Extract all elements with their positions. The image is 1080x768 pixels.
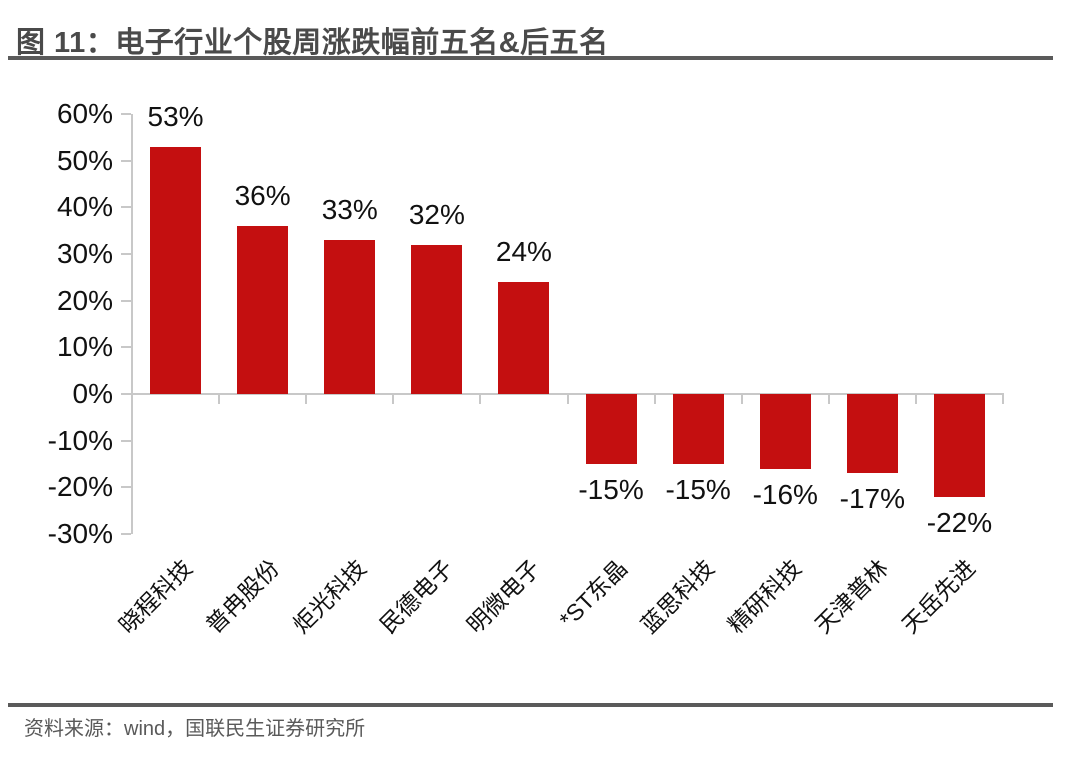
x-axis-tick xyxy=(1002,394,1004,404)
x-axis-tick xyxy=(218,394,221,404)
bar xyxy=(672,394,724,464)
y-tick-label: -20% xyxy=(47,471,113,503)
y-tick-label: 20% xyxy=(56,284,113,316)
x-axis-tick xyxy=(653,394,656,404)
source-note: 资料来源：wind，国联民生证券研究所 xyxy=(24,718,366,740)
y-axis-tick xyxy=(121,533,131,535)
y-axis-tick xyxy=(121,253,131,255)
y-axis-tick xyxy=(121,346,131,349)
bar-value-label: -16% xyxy=(752,478,818,510)
source-divider xyxy=(8,703,1053,707)
x-axis-tick xyxy=(740,394,743,404)
bar xyxy=(411,244,463,394)
x-axis-tick xyxy=(566,394,569,404)
bar-value-label: -15% xyxy=(578,474,644,505)
y-tick-label: 30% xyxy=(56,238,113,269)
x-axis-tick xyxy=(305,394,308,404)
y-axis-tick xyxy=(121,113,131,115)
bar xyxy=(324,240,376,394)
y-axis-tick xyxy=(121,486,131,489)
y-tick-label: -10% xyxy=(47,424,113,456)
y-tick-label: 60% xyxy=(56,98,113,129)
y-tick-label: 0% xyxy=(72,378,113,409)
y-tick-label: 40% xyxy=(56,191,113,223)
bar-value-label: 53% xyxy=(147,100,204,132)
x-axis-tick xyxy=(914,394,917,404)
bar-chart: 60% 50% 40% 30% 20% 10% 0% -10% -20% -30% 53% 晓程科技 3… xyxy=(47,98,1004,638)
bar xyxy=(237,226,289,394)
bar xyxy=(759,394,811,469)
bar xyxy=(933,394,985,497)
bar-value-label: 32% xyxy=(408,198,465,230)
y-tick-label: 10% xyxy=(56,331,113,363)
x-axis-tick xyxy=(392,394,395,404)
bar-value-label: 36% xyxy=(234,180,291,211)
figure-title: 图 11：电子行业个股周涨跌幅前五名&后五名 xyxy=(16,27,609,59)
bar xyxy=(498,282,550,394)
bar-value-label: -15% xyxy=(665,474,731,505)
bar-value-label: -17% xyxy=(839,483,906,515)
y-tick-label: 50% xyxy=(56,144,113,176)
y-axis-tick xyxy=(121,393,131,395)
y-tick-label: -30% xyxy=(47,518,113,549)
bar-value-label: -22% xyxy=(926,506,993,538)
bar xyxy=(150,146,202,394)
x-axis-tick xyxy=(479,394,482,404)
y-axis-tick xyxy=(121,206,131,209)
y-axis-tick xyxy=(121,299,131,302)
bar xyxy=(585,394,637,464)
y-axis-line xyxy=(131,114,133,534)
y-axis-tick xyxy=(121,159,131,162)
bar-value-label: 33% xyxy=(321,194,378,225)
bar xyxy=(846,394,898,474)
bar-value-label: 24% xyxy=(495,236,552,267)
y-axis-tick xyxy=(121,439,131,442)
title-divider xyxy=(8,56,1053,60)
x-axis-tick xyxy=(827,394,830,404)
